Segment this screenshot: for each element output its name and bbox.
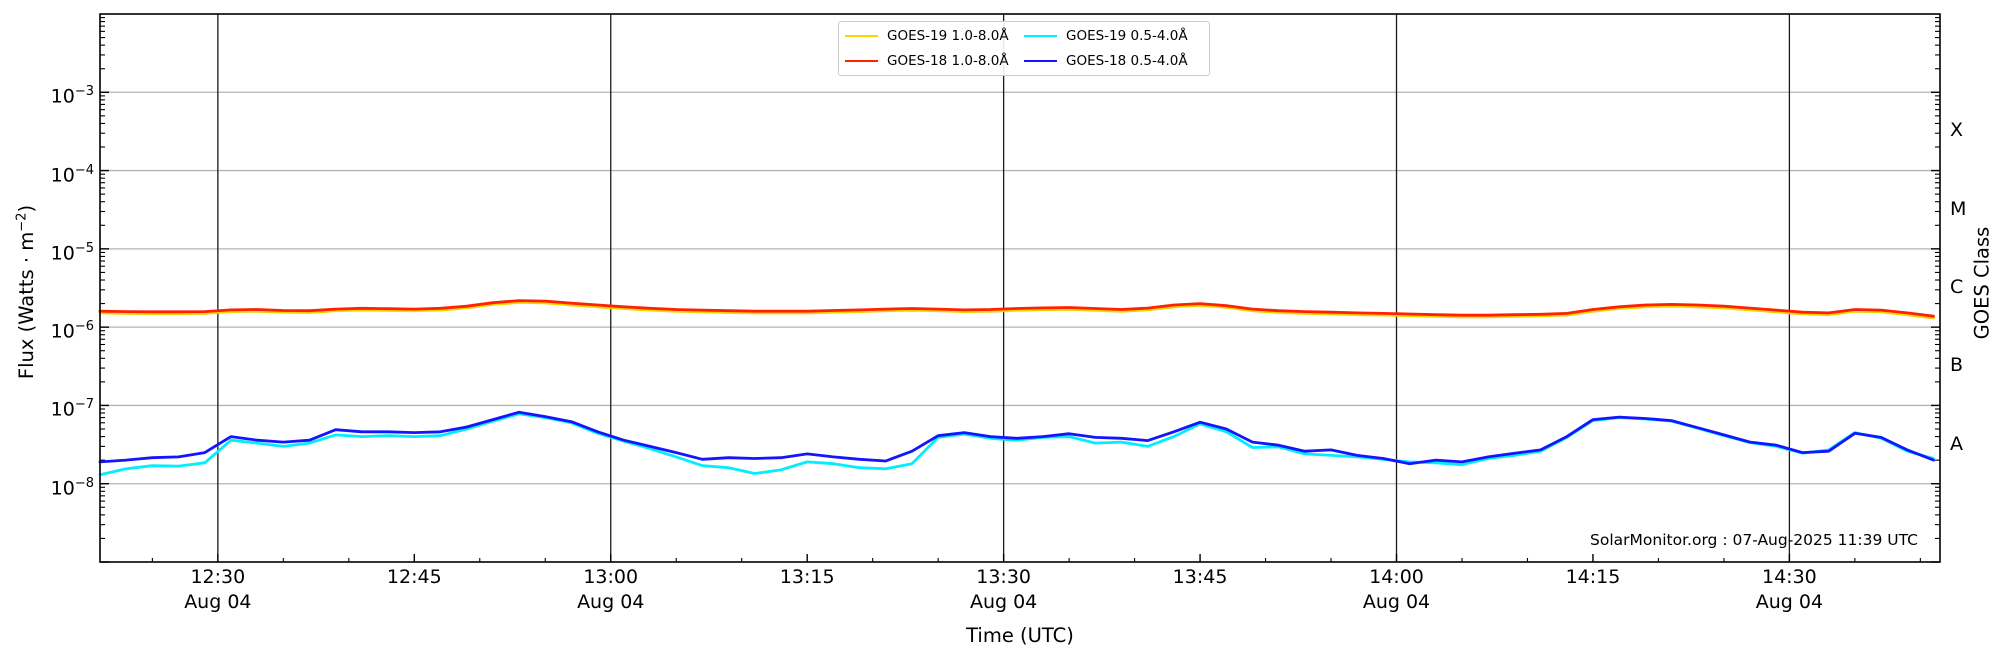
- legend-line-swatch-icon: [1024, 60, 1057, 63]
- y-tick-label: 10−6: [50, 319, 94, 343]
- watermark-text: SolarMonitor.org : 07-Aug-2025 11:39 UTC: [1590, 531, 1918, 549]
- x-tick-label: 13:00 Aug 04: [541, 565, 681, 615]
- legend-line-swatch-icon: [845, 60, 878, 63]
- y-tick-label: 10−7: [50, 397, 94, 421]
- legend-line-swatch-icon: [1024, 34, 1057, 37]
- goes-class-label-x: X: [1950, 119, 1964, 142]
- x-tick-label: 13:45: [1172, 566, 1228, 588]
- x-tick-date-label: Aug 04: [577, 591, 645, 613]
- legend-line-swatch-icon: [845, 34, 878, 37]
- goes-class-label-m: M: [1950, 197, 1967, 220]
- right-axis-label: GOES Class: [1970, 226, 1994, 340]
- series-line: [98, 412, 1935, 477]
- y-tick-label: 10−3: [50, 84, 94, 108]
- goes-class-label-c: C: [1950, 276, 1964, 298]
- legend-item: GOES-19 1.0-8.0Å: [845, 28, 1024, 44]
- legend-label: GOES-19 1.0-8.0Å: [887, 27, 1009, 44]
- x-tick-date-label: Aug 04: [1755, 591, 1824, 613]
- x-tick-date-label: Aug 04: [184, 591, 252, 613]
- series-line: [98, 300, 1935, 320]
- y-tick-label: 10−5: [50, 240, 94, 265]
- x-tick-label: 12:30 Aug 04: [148, 565, 288, 615]
- legend: GOES-19 1.0-8.0Å GOES-18 1.0-8.0Å GOES-19 …: [838, 21, 1210, 76]
- legend-label: GOES-18 0.5-4.0Å: [1066, 53, 1188, 70]
- y-tick-label: 10−8: [50, 475, 94, 500]
- legend-item: GOES-19 0.5-4.0Å: [1024, 28, 1203, 44]
- x-tick-label: 12:45: [386, 566, 442, 588]
- x-tick-label: 13:30 Aug 04: [934, 565, 1074, 615]
- x-tick-date-label: Aug 04: [1362, 591, 1431, 613]
- series-line: [98, 410, 1935, 466]
- legend-item: GOES-18 1.0-8.0Å: [845, 53, 1024, 69]
- goes-class-label-b: B: [1950, 354, 1964, 377]
- y-axis-label-exponent: −2: [14, 212, 30, 232]
- x-tick-date-label: Aug 04: [969, 591, 1038, 613]
- legend-label: GOES-18 1.0-8.0Å: [887, 53, 1009, 70]
- y-axis-label: Flux (Watts · m−2): [14, 205, 38, 379]
- legend-label: GOES-19 0.5-4.0Å: [1066, 27, 1188, 44]
- y-tick-label: 10−4: [50, 162, 94, 186]
- plot-frame: [99, 13, 1941, 563]
- goes-class-label-a: A: [1950, 432, 1963, 455]
- x-tick-label: 14:00 Aug 04: [1327, 565, 1467, 615]
- x-axis-label: Time (UTC): [966, 624, 1074, 647]
- y-axis-label-suffix: ): [14, 204, 38, 213]
- series-line: [98, 299, 1935, 318]
- x-tick-label: 14:15: [1565, 566, 1621, 588]
- x-tick-label: 14:30 Aug 04: [1719, 565, 1859, 615]
- legend-item: GOES-18 0.5-4.0Å: [1024, 53, 1203, 69]
- x-tick-label: 13:15: [779, 566, 835, 588]
